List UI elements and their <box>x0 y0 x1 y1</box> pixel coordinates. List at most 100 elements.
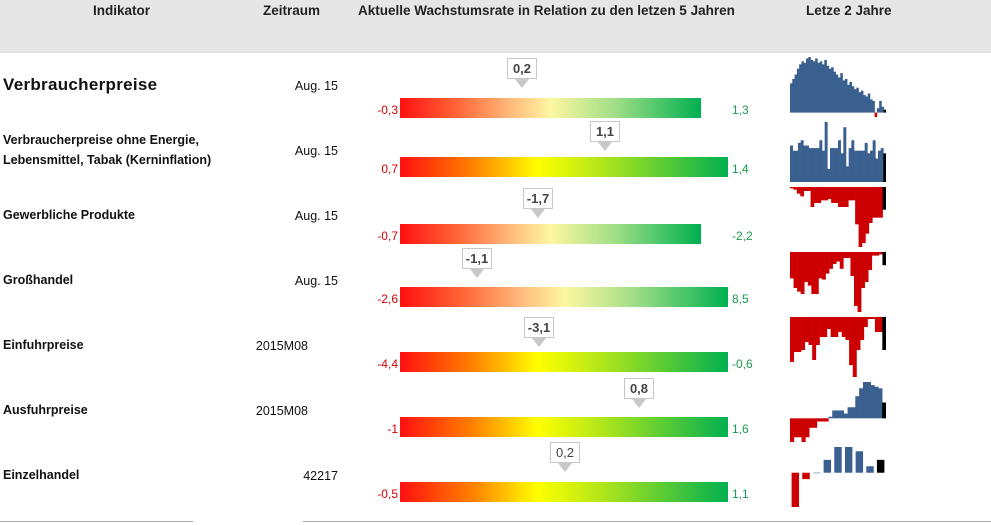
current-value-callout: 0,2 <box>507 58 537 88</box>
growth-gradient-bar <box>400 287 728 307</box>
min-value: 0,7 <box>381 162 398 176</box>
sparkline-bar <box>815 317 820 345</box>
sparkline-bar <box>818 252 823 279</box>
header-zeitraum: Zeitraum <box>263 3 321 18</box>
sparkline-bar <box>791 472 800 507</box>
sparkline-bar <box>848 187 853 201</box>
sparkline-bar <box>856 150 860 182</box>
sparkline-chart <box>791 447 885 507</box>
sparkline-bar <box>875 187 880 218</box>
sparkline-bar <box>792 78 795 113</box>
sparkline-bar <box>790 83 793 113</box>
sparkline-bar <box>803 145 807 182</box>
sparkline-chart <box>790 122 886 182</box>
sparkline-bar <box>802 472 810 480</box>
sparkline-bar <box>835 74 839 113</box>
sparkline-bar <box>872 187 877 218</box>
sparkline-bar <box>858 187 863 247</box>
pointer-arrow-icon <box>598 142 612 151</box>
sparkline-bar <box>828 68 832 113</box>
indicator-row: Gewerbliche Produkte Aug. 15 -0,7 -2,2 -… <box>0 185 991 250</box>
sparkline-bar <box>870 385 875 419</box>
sparkline-bar <box>796 68 800 113</box>
sparkline-bar <box>790 187 794 189</box>
sparkline-bar <box>849 81 853 113</box>
current-value: 1,1 <box>590 121 620 142</box>
sparkline-bar <box>793 252 798 288</box>
sparkline-bar <box>831 67 834 113</box>
sparkline-bar <box>827 168 831 182</box>
sparkline-bar <box>856 317 861 350</box>
indicator-label: Gewerbliche Produkte <box>3 208 135 222</box>
sparkline-bar <box>832 148 836 182</box>
growth-gradient-bar <box>400 352 728 372</box>
sparkline-bar <box>795 150 799 182</box>
sparkline-bar <box>836 410 841 419</box>
header-rate: Aktuelle Wachstumsrate in Relation zu de… <box>358 3 735 18</box>
sparkline-bar <box>878 252 883 255</box>
sparkline-bar <box>863 317 868 327</box>
sparkline-bar <box>858 92 862 113</box>
sparkline-bar <box>860 317 865 340</box>
sparkline-bar <box>804 317 809 342</box>
sparkline-bar <box>865 187 870 234</box>
sparkline-bar <box>816 418 822 422</box>
sparkline-bar <box>843 252 848 258</box>
indicator-label: Verbraucherpreise <box>3 75 158 94</box>
sparkline-bar <box>829 252 833 269</box>
sparkline-chart <box>790 317 886 377</box>
sparkline-bar <box>883 109 886 113</box>
sparkline-bar <box>819 61 823 113</box>
sparkline-bar <box>812 61 816 113</box>
sparkline-bar <box>832 252 837 264</box>
sparkline-bar <box>815 58 818 113</box>
sparkline-chart <box>790 187 886 247</box>
sparkline-bar <box>879 100 882 113</box>
divider <box>0 521 193 522</box>
sparkline-bar <box>820 187 825 201</box>
sparkline-bar <box>817 187 822 203</box>
current-value-callout: 0,2 <box>550 442 580 472</box>
indicator-row: Einfuhrpreise 2015M08 -4,4 -0,6 -3,1 <box>0 315 991 380</box>
sparkline-bar <box>810 187 815 207</box>
sparkline-bar <box>793 418 798 438</box>
indicator-row: Einzelhandel 42217 -0,5 1,1 0,2 <box>0 442 991 510</box>
sparkline-bar <box>851 86 855 113</box>
sparkline-bar <box>823 459 832 473</box>
sparkline-bar <box>854 89 857 113</box>
sparkline-bar <box>874 112 878 117</box>
sparkline-bar <box>878 150 881 182</box>
sparkline-bar <box>811 148 815 182</box>
sparkline-bar <box>839 410 845 419</box>
indicator-row: Verbraucherpreise ohne Energie, Lebensmi… <box>0 120 991 185</box>
sparkline-bar <box>832 410 837 419</box>
sparkline-bar <box>810 59 814 113</box>
sparkline-bar <box>865 96 869 113</box>
sparkline-bar <box>797 418 802 438</box>
sparkline-bar <box>859 388 864 419</box>
min-value: -4,4 <box>377 357 398 371</box>
sparkline-bar <box>855 451 864 473</box>
sparkline-bar <box>790 252 794 279</box>
growth-gradient-bar <box>400 482 728 502</box>
indicator-row: Großhandel Aug. 15 -2,6 8,5 -1,1 <box>0 248 991 315</box>
sparkline-bar <box>824 418 829 422</box>
pointer-arrow-icon <box>558 463 572 472</box>
sparkline-bar <box>854 252 858 306</box>
sparkline-bar <box>846 252 851 258</box>
sparkline-bar <box>854 150 857 182</box>
sparkline-bar <box>797 317 802 352</box>
sparkline-bar <box>845 317 850 340</box>
sparkline-bar <box>801 317 806 350</box>
sparkline-bar <box>867 153 871 182</box>
sparkline-bar <box>834 187 839 203</box>
current-value-callout: -1,7 <box>523 188 553 218</box>
sparkline-bar <box>822 64 825 113</box>
sparkline-bar <box>841 317 846 337</box>
sparkline-bar <box>793 187 798 190</box>
current-value: -3,1 <box>524 317 554 338</box>
current-value: 0,8 <box>624 378 654 399</box>
min-value: -1 <box>387 422 398 436</box>
sparkline-bar <box>790 145 793 182</box>
sparkline-bar <box>861 252 865 288</box>
